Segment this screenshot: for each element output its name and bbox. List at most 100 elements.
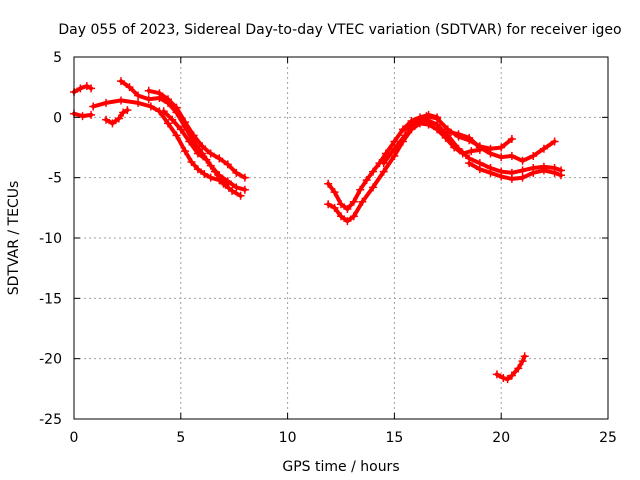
data-point: [210, 167, 219, 176]
data-point: [507, 151, 516, 160]
axis-ticks: 0 5 10 15 20 25 5 0 -5 -10 -15 -20 -25: [39, 50, 617, 446]
data-point: [349, 197, 358, 206]
data-point: [356, 185, 365, 194]
data-point: [465, 133, 474, 142]
data-point: [185, 137, 194, 146]
data-point: [193, 149, 202, 158]
y-tick-label: -15: [39, 291, 62, 307]
data-point: [87, 84, 96, 93]
data-point: [497, 172, 506, 181]
data-point: [379, 167, 388, 176]
data-point: [465, 159, 474, 168]
data-point: [499, 373, 508, 382]
data-point: [206, 149, 215, 158]
data-point: [89, 102, 98, 111]
data-point: [176, 125, 185, 134]
data-point: [240, 185, 249, 194]
data-point: [163, 95, 172, 104]
data-point: [467, 147, 476, 156]
data-point: [492, 370, 501, 379]
data-point: [102, 98, 111, 107]
data-point: [198, 142, 207, 151]
data-point: [507, 371, 516, 380]
grid-lines: [74, 57, 608, 419]
data-point: [550, 137, 559, 146]
data-point: [202, 155, 211, 164]
data-point: [193, 165, 202, 174]
data-point: [518, 156, 527, 165]
data-point: [172, 131, 181, 140]
y-tick-label: 5: [53, 50, 62, 66]
data-point: [343, 217, 352, 226]
data-point: [144, 95, 153, 104]
data-point: [108, 119, 117, 128]
data-point: [529, 168, 538, 177]
data-point: [215, 154, 224, 163]
data-point: [454, 144, 463, 153]
data-point: [557, 171, 566, 180]
data-point: [200, 170, 209, 179]
data-point: [379, 159, 388, 168]
data-point: [206, 173, 215, 182]
y-tick-label: -10: [39, 231, 62, 247]
data-point: [146, 102, 155, 111]
data-point: [369, 167, 378, 176]
data-point: [78, 112, 87, 121]
data-point: [362, 176, 371, 185]
data-point: [125, 83, 134, 92]
x-tick-label: 25: [599, 430, 617, 446]
y-tick-label: -5: [48, 171, 62, 187]
data-point: [236, 191, 245, 200]
data-point: [116, 77, 125, 86]
data-point: [102, 115, 111, 124]
x-tick-label: 10: [279, 430, 297, 446]
x-tick-label: 15: [385, 430, 403, 446]
data-point: [520, 352, 529, 361]
data-point: [343, 205, 352, 214]
x-tick-label: 20: [492, 430, 510, 446]
data-point: [87, 110, 96, 119]
data-point: [134, 98, 143, 107]
chart-title: Day 055 of 2023, Sidereal Day-to-day VTE…: [58, 22, 621, 38]
data-point: [144, 86, 153, 95]
data-point: [82, 81, 91, 90]
y-tick-label: -25: [39, 412, 62, 428]
data-point: [189, 131, 198, 140]
data-point: [358, 197, 367, 206]
data-point: [228, 186, 237, 195]
data-point: [223, 177, 232, 186]
data-point: [349, 212, 358, 221]
data-point: [232, 183, 241, 192]
data-point: [390, 137, 399, 146]
series-track-1: [72, 84, 94, 94]
data-point: [369, 183, 378, 192]
data-point: [529, 151, 538, 160]
data-point: [443, 127, 452, 136]
data-point: [119, 108, 128, 117]
data-series: [70, 77, 566, 384]
data-point: [116, 96, 125, 105]
data-point: [475, 143, 484, 152]
data-point: [390, 151, 399, 160]
y-tick-label: -20: [39, 352, 62, 368]
data-point: [518, 166, 527, 175]
data-point: [337, 212, 345, 221]
data-point: [507, 174, 516, 183]
data-point: [123, 106, 132, 115]
data-point: [390, 144, 399, 153]
y-tick-label: 0: [53, 110, 62, 126]
data-point: [550, 168, 559, 177]
data-point: [330, 188, 339, 197]
data-point: [337, 200, 345, 209]
series-track-13: [467, 161, 563, 181]
data-point: [324, 200, 333, 209]
data-point: [330, 203, 339, 212]
data-point: [486, 168, 495, 177]
data-point: [76, 84, 85, 93]
data-point: [503, 375, 512, 384]
data-point: [155, 89, 164, 98]
data-point: [475, 165, 484, 174]
data-point: [486, 149, 495, 158]
data-point: [181, 147, 190, 156]
